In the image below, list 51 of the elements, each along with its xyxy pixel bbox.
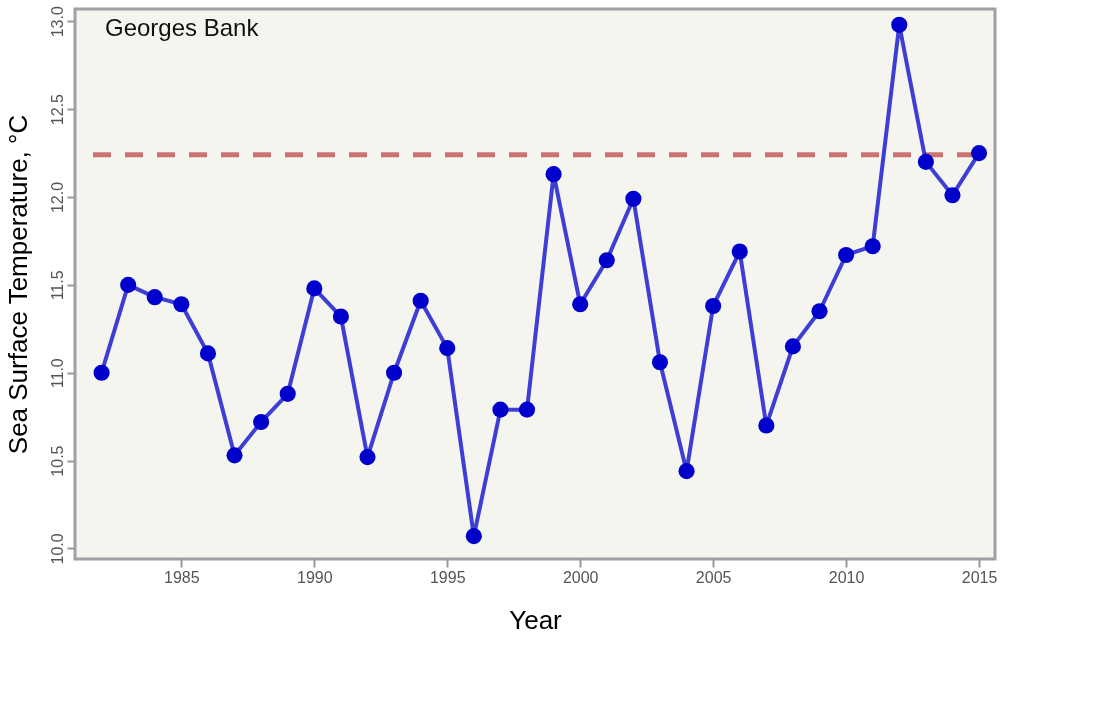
point [625,190,642,207]
y-tick-label: 10.5 [48,445,66,477]
point [545,166,562,183]
point [572,296,589,313]
x-tick-label: 2015 [961,568,998,586]
x-tick-label: 1990 [297,568,333,586]
point [199,345,217,362]
point [705,297,722,315]
point [439,340,456,357]
annotation: Georges Bank [105,14,260,41]
point [678,463,695,480]
point [120,276,137,293]
x-axis-title: Year [509,604,563,635]
point [864,238,881,255]
point [226,447,243,464]
y-tick-label: 12.5 [48,93,66,126]
point [891,16,908,33]
point [93,364,110,381]
x-tick-label: 2000 [562,568,599,586]
y-tick-label: 10.0 [48,533,66,565]
point [518,401,536,418]
point [838,246,855,264]
point [279,385,296,402]
y-tick-label: 13.0 [48,6,66,38]
point [173,296,190,313]
point [412,292,429,309]
point [465,528,482,545]
point [970,145,988,162]
y-tick-label: 11.0 [48,358,66,389]
x-tick-label: 1995 [429,568,466,586]
point [253,413,270,430]
x-tick-label: 2010 [828,568,865,586]
y-axis-title: Sea Surface Temperature, °C [2,114,33,455]
y-tick-label: 11.5 [48,270,66,301]
point [386,364,403,381]
point [944,187,961,204]
point [332,308,349,325]
y-tick-label: 12.0 [48,181,66,214]
point [598,252,615,269]
point [651,354,669,371]
x-tick-label: 2005 [695,568,732,586]
point [784,338,801,355]
point [306,280,323,297]
point [359,449,376,466]
x-tick-label: 1985 [164,568,200,586]
point [146,289,163,306]
point [731,243,748,260]
point [917,153,934,170]
point [811,303,828,320]
point [492,401,509,418]
point [758,417,775,434]
